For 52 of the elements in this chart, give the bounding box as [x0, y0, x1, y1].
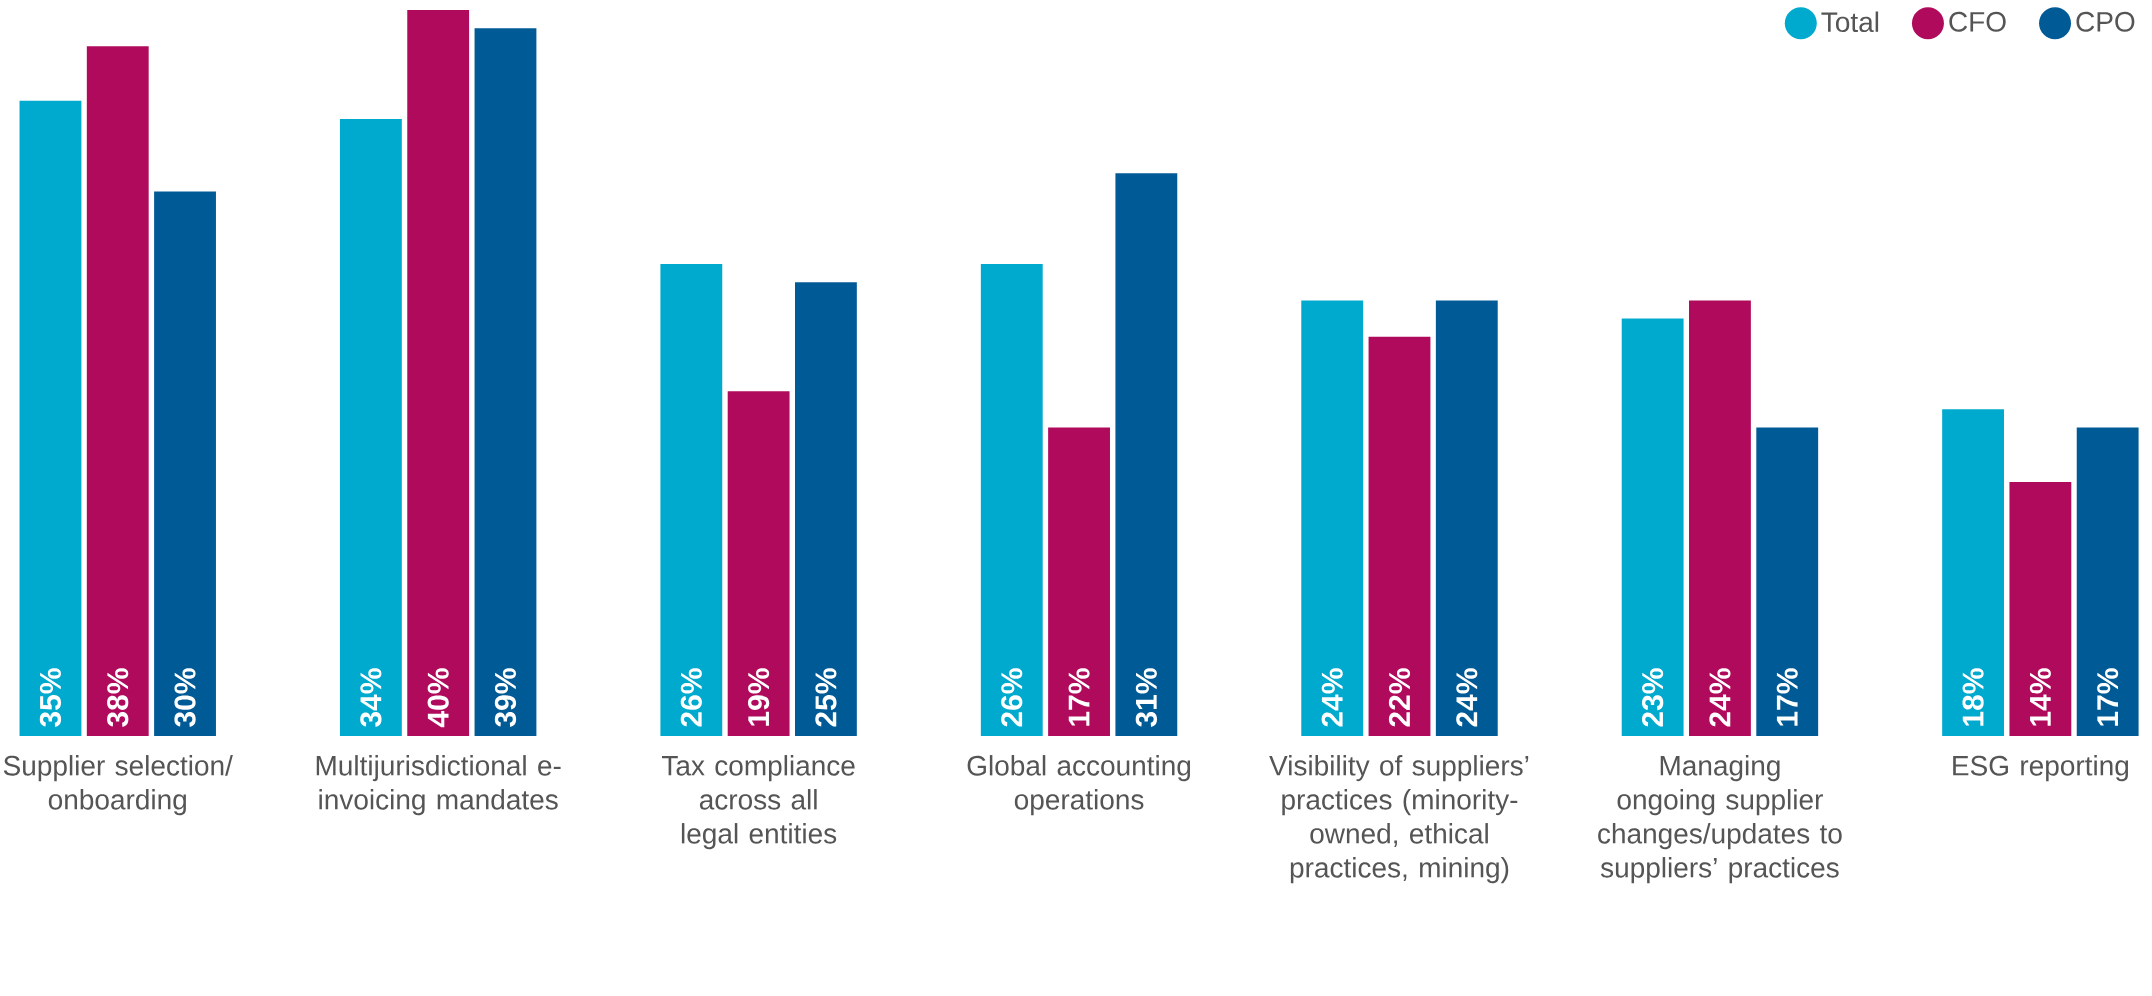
- data-label: 24%: [1321, 668, 1343, 727]
- bar: [1368, 336, 1431, 737]
- x-tick-label: Tax compliance across all legal entities: [661, 755, 855, 850]
- bar: [474, 28, 537, 737]
- data-label: 40%: [427, 668, 449, 728]
- x-tick-label: Managing ongoing supplier changes/updates to suppliers’ practices: [1598, 755, 1842, 884]
- legend-label: CFO: [1949, 11, 2006, 32]
- bar: [1756, 427, 1819, 737]
- bar: [2076, 427, 2139, 737]
- data-label: 34%: [360, 668, 382, 727]
- data-label: 24%: [1709, 668, 1731, 727]
- data-label: 23%: [1642, 668, 1664, 727]
- data-label: 24%: [1456, 668, 1478, 727]
- bar: [1942, 409, 2004, 737]
- x-tick-label: ESG reporting: [1953, 755, 2129, 782]
- bar: [727, 391, 790, 737]
- bar: [980, 264, 1043, 737]
- bar: [154, 191, 216, 737]
- bar: [339, 118, 402, 737]
- data-label: 26%: [1001, 668, 1023, 727]
- data-label: 17%: [2097, 668, 2119, 726]
- bar: [407, 10, 470, 737]
- data-label: 22%: [1388, 668, 1411, 727]
- legend-label: CPO: [2076, 11, 2135, 32]
- data-label: 25%: [815, 668, 837, 727]
- bar: [86, 46, 149, 737]
- data-label: 38%: [107, 668, 129, 727]
- bar: [660, 264, 723, 737]
- data-label: 31%: [1135, 668, 1157, 727]
- bar: [2009, 481, 2072, 737]
- bar: [1301, 300, 1364, 737]
- x-tick-label: Global accounting operations: [967, 755, 1191, 816]
- bar: [1689, 300, 1751, 737]
- bar: [1048, 427, 1110, 737]
- legend-label: Total: [1821, 11, 1879, 33]
- data-label: 17%: [1068, 668, 1090, 726]
- x-tick-label: Multijurisdictional e-invoicing mandates: [316, 755, 561, 816]
- bar: [1115, 173, 1178, 737]
- data-label: 17%: [1776, 668, 1798, 726]
- bar: [1435, 300, 1498, 737]
- data-label: 39%: [494, 668, 517, 727]
- bar: [19, 100, 82, 737]
- data-label: 35%: [39, 668, 62, 727]
- data-label: 14%: [2029, 668, 2051, 726]
- data-label: 18%: [1962, 668, 1984, 726]
- bar: [1621, 318, 1684, 737]
- x-tick-label: Visibility of suppliers’ practices (minority-owned, ethical practices, mining): [1269, 755, 1529, 884]
- x-tick-label: Supplier selection/ onboarding: [3, 755, 233, 816]
- bar: [794, 282, 857, 737]
- data-label: 26%: [680, 668, 702, 727]
- data-label: 30%: [174, 668, 196, 727]
- data-label: 19%: [748, 668, 770, 726]
